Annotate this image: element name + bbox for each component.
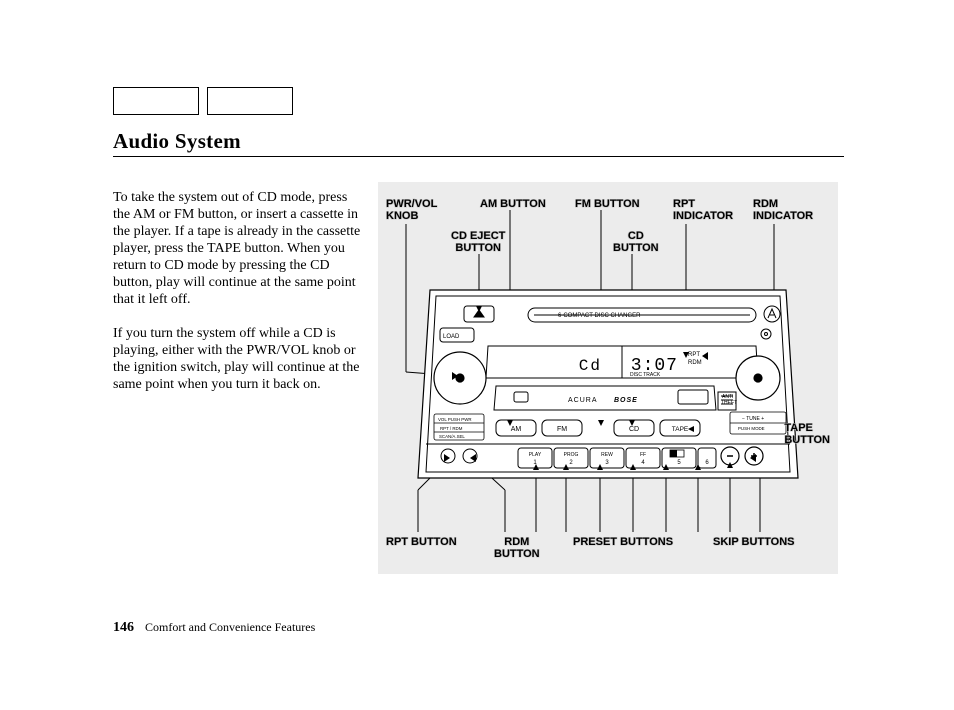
callout-rpt-indicator: RPT INDICATOR [673, 198, 733, 222]
body-text-column: To take the system out of CD mode, press… [113, 189, 361, 410]
svg-text:FF: FF [640, 452, 646, 458]
load-button-label: LOAD [443, 334, 460, 340]
display-disc-track: DISC TRACK [630, 372, 661, 378]
svg-text:PUSH MODE: PUSH MODE [738, 426, 765, 431]
callout-fm: FM BUTTON [575, 198, 640, 210]
callout-cd: CD BUTTON [613, 230, 659, 254]
placeholder-box-1 [113, 87, 199, 115]
src-tape: TAPE [672, 426, 689, 433]
radio-svg: LOAD 6-COMPACT DISC CHANGER Cd 3:07 RPT … [378, 182, 838, 574]
placeholder-boxes [113, 87, 293, 115]
svg-text:THEFT: THEFT [721, 400, 737, 406]
placeholder-box-2 [207, 87, 293, 115]
svg-text:REW: REW [601, 452, 613, 458]
page-footer: 146 Comfort and Convenience Features [113, 620, 315, 636]
src-am: AM [511, 426, 522, 433]
body-paragraph-1: To take the system out of CD mode, press… [113, 189, 361, 308]
svg-text:VOL PUSH PWR: VOL PUSH PWR [438, 417, 472, 422]
section-title: Audio System [113, 129, 241, 154]
svg-text:RPT / RDM: RPT / RDM [440, 426, 463, 431]
brand-acura: ACURA [568, 397, 598, 404]
callout-pwr-vol: PWR/VOL KNOB [386, 198, 437, 222]
src-cd: CD [629, 426, 639, 433]
disc-changer-label: 6-COMPACT DISC CHANGER [558, 313, 641, 319]
body-paragraph-2: If you turn the system off while a CD is… [113, 325, 361, 393]
display-rpt: RPT [688, 352, 700, 358]
callout-rdm-indicator: RDM INDICATOR [753, 198, 813, 222]
callout-rdm-button: RDM BUTTON [494, 536, 540, 560]
title-rule [113, 156, 844, 157]
radio-diagram: PWR/VOL KNOB AM BUTTON FM BUTTON RPT IND… [378, 182, 838, 574]
footer-section-label: Comfort and Convenience Features [145, 620, 315, 634]
svg-text:− TUNE +: − TUNE + [742, 416, 764, 422]
page-root: Audio System To take the system out of C… [0, 0, 954, 710]
callout-tape: TAPE BUTTON [784, 422, 830, 446]
callout-am: AM BUTTON [480, 198, 546, 210]
svg-text:PROG: PROG [564, 452, 579, 458]
callout-cd-eject: CD EJECT BUTTON [451, 230, 505, 254]
brand-bose: BOSE [614, 397, 638, 404]
svg-text:PLAY: PLAY [529, 452, 542, 458]
display-cd: Cd [579, 357, 602, 375]
display-rdm: RDM [688, 360, 702, 366]
src-fm: FM [557, 426, 567, 433]
page-number: 146 [113, 620, 134, 635]
callout-rpt-button: RPT BUTTON [386, 536, 457, 548]
callout-preset: PRESET BUTTONS [573, 536, 673, 548]
callout-skip: SKIP BUTTONS [713, 536, 795, 548]
svg-text:SCAN/A.SEL: SCAN/A.SEL [439, 434, 465, 439]
